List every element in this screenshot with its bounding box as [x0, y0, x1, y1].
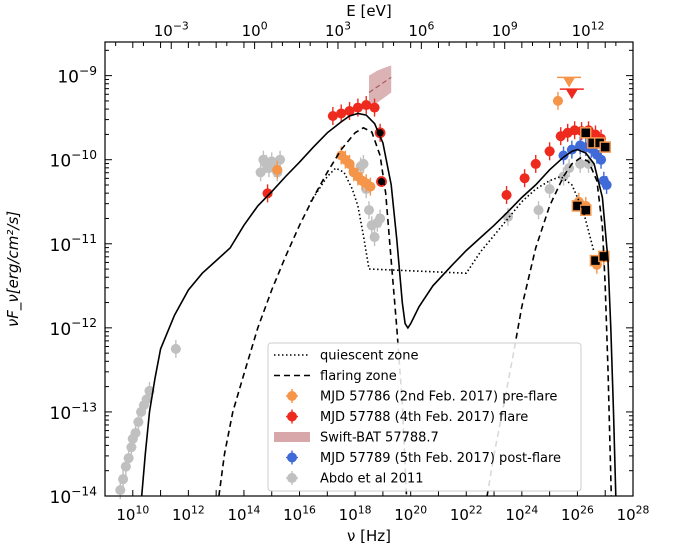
legend-handle-abdo	[287, 473, 297, 483]
abdo-point	[358, 158, 369, 169]
legend-label-quiescent: quiescent zone	[320, 349, 419, 364]
pre-flare-point	[272, 164, 283, 175]
y-tick-label: 10−9	[57, 64, 97, 88]
black-square-point	[580, 204, 592, 216]
y-tick-label: 10−11	[50, 232, 97, 256]
post-flare-point	[601, 179, 612, 190]
y-axis-label: νF_ν[erg/cm²/s]	[4, 211, 23, 327]
legend-handle-swift	[274, 432, 310, 442]
x-tick-label: 1022	[450, 503, 483, 524]
pre-flare-point	[365, 181, 376, 192]
swift-bat-center-line	[368, 76, 392, 93]
flare-point	[369, 102, 380, 113]
y-tick-label: 10−10	[50, 148, 97, 172]
flare-point	[262, 188, 273, 199]
top-tick-label: 106	[408, 19, 434, 40]
quiescent-curve	[309, 167, 595, 275]
top-tick-label: 100	[242, 19, 268, 40]
pre-flare-point	[344, 158, 355, 169]
flare-point	[336, 108, 347, 119]
swift-bat-band	[369, 65, 392, 108]
axes-layer: 1010 1012 1014 1016 1018 1020 1022 1024 1026 1028…	[50, 19, 650, 524]
x-tick-label: 1018	[339, 503, 372, 524]
abdo-point	[364, 205, 374, 216]
abdo-point	[369, 232, 380, 243]
top-tick-label: 109	[492, 19, 518, 40]
abdo-point	[123, 453, 134, 464]
flare-point	[519, 173, 530, 184]
x-tick-label: 1026	[561, 503, 594, 524]
legend-handle-post_flare	[287, 452, 297, 463]
flare-point	[344, 105, 355, 116]
abdo-point	[564, 163, 575, 174]
x-tick-label: 1028	[617, 503, 650, 524]
post-flare-point	[596, 154, 607, 165]
legend-label-post_flare: MJD 57789 (5th Feb. 2017) post-flare	[320, 451, 561, 466]
x-tick-label: 1016	[283, 503, 316, 524]
abdo-point	[533, 205, 544, 216]
x-tick-label: 1024	[505, 503, 538, 524]
pre-flare-upper-limit	[563, 77, 576, 88]
x-tick-label: 1010	[116, 503, 149, 524]
y-tick-label: 10−14	[50, 484, 98, 508]
abdo-point	[130, 427, 141, 438]
legend-label-pre_flare: MJD 57786 (2nd Feb. 2017) pre-flare	[320, 390, 557, 405]
abdo-point	[126, 442, 137, 453]
flare-point	[501, 190, 512, 201]
legend-label-swift: Swift-BAT 57788.7	[320, 431, 439, 446]
post-flare-point	[558, 150, 569, 161]
top-tick-label: 1012	[572, 19, 605, 40]
data-layer	[115, 65, 617, 500]
legend-label-abdo: Abdo et al 2011	[320, 472, 424, 487]
black-square-point	[580, 127, 592, 139]
legend-handle-flare	[287, 411, 297, 422]
flare-point	[327, 110, 338, 121]
abdo-point	[133, 417, 144, 428]
top-tick-label: 10−3	[154, 19, 189, 40]
legend-label-flaring: flaring zone	[320, 369, 397, 384]
abdo-point	[583, 158, 594, 169]
legend: quiescent zone flaring zone MJD 57786 (2nd…	[267, 342, 582, 492]
flare-upper-limit	[565, 89, 578, 100]
flare-point	[361, 100, 372, 111]
flaring-curve	[218, 126, 408, 497]
abdo-point	[544, 184, 555, 195]
pre-flare-point	[552, 95, 563, 106]
x-tick-label: 1020	[394, 503, 427, 524]
top-tick-label: 103	[325, 19, 351, 40]
abdo-point	[558, 171, 569, 182]
y-tick-label: 10−13	[50, 400, 97, 424]
flare-point	[544, 146, 555, 157]
flare-point	[530, 158, 541, 169]
x-tick-label: 1014	[228, 503, 261, 524]
abdo-point	[275, 154, 286, 165]
legend-handle-pre_flare	[287, 391, 297, 401]
abdo-point	[115, 485, 126, 496]
x-tick-label: 1012	[172, 503, 205, 524]
black-square-point	[599, 141, 611, 153]
abdo-point	[170, 343, 181, 354]
abdo-point	[375, 213, 386, 224]
abdo-point	[255, 167, 266, 178]
abdo-point	[575, 158, 586, 169]
y-tick-label: 10−12	[50, 316, 97, 340]
abdo-point	[118, 474, 129, 485]
x-axis-label: ν [Hz]	[347, 527, 391, 545]
legend-label-flare: MJD 57788 (4th Feb. 2017) flare	[320, 410, 528, 425]
total-model-curve	[140, 112, 617, 497]
flare-point	[352, 102, 363, 113]
top-axis-label: E [eV]	[346, 2, 391, 20]
legend-box	[267, 342, 582, 492]
